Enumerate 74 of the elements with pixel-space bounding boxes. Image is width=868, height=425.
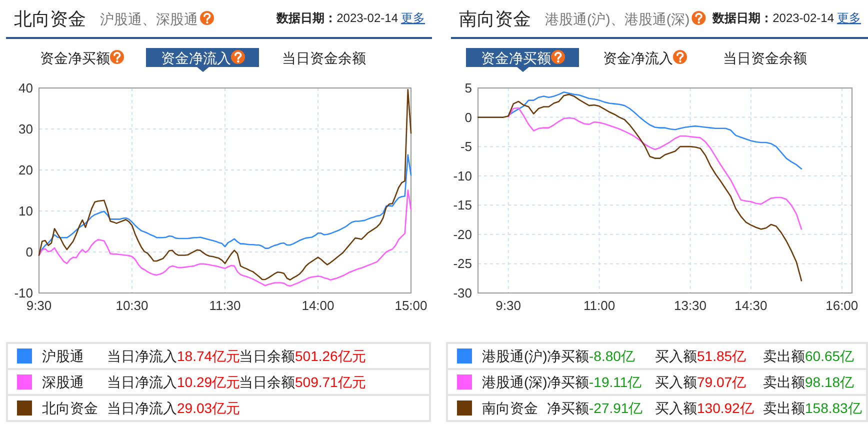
x-tick-label: 14:00 <box>302 298 334 313</box>
x-tick-label: 16:00 <box>826 298 858 313</box>
text: 数据日期： <box>712 11 773 25</box>
text: 509.71亿元 <box>295 374 366 390</box>
x-tick-label: 11:30 <box>209 298 241 313</box>
chart-subtitle: 沪股通、深股通 <box>100 11 198 27</box>
y-tick-label: 10 <box>18 204 33 218</box>
text: 98.18亿 <box>805 374 854 390</box>
x-tick-label: 9:30 <box>496 298 521 313</box>
y-tick-label: 30 <box>18 122 33 136</box>
text: 买入额 <box>655 374 697 390</box>
text: 51.85亿 <box>697 348 746 364</box>
y-tick-label: -15 <box>453 198 472 213</box>
text: 数据日期： <box>276 11 337 25</box>
text: 当日余额 <box>239 348 295 364</box>
text: 更多 <box>401 11 425 25</box>
text: 2023-02-14 <box>772 11 834 25</box>
text: 18.74亿元 <box>177 348 240 364</box>
y-tick-label: -10 <box>14 286 33 300</box>
text: 当日净流入 <box>107 348 177 364</box>
text: -27.91亿 <box>589 400 643 416</box>
chart-subtitle: 港股通(沪)、港股通(深) <box>545 11 690 27</box>
text: 净买额 <box>547 348 589 364</box>
x-tick-label: 11:00 <box>584 298 616 313</box>
text: 当日资金余额 <box>723 50 807 66</box>
legend-label: 北向资金 <box>42 400 98 416</box>
text: 29.03亿元 <box>177 400 240 416</box>
text: 卖出额 <box>763 374 805 390</box>
text: 2023-02-14 <box>336 11 398 25</box>
y-tick-label: 0 <box>464 110 472 125</box>
chart-title: 南向资金 <box>459 9 531 29</box>
text: 资金净买额 <box>481 50 551 66</box>
y-tick-label: -30 <box>453 286 472 300</box>
y-tick-label: 20 <box>18 162 33 178</box>
text: 当日净流入 <box>107 400 177 416</box>
text: 买入额 <box>655 400 697 416</box>
text: 净买额 <box>547 400 589 416</box>
x-tick-label: 10:30 <box>116 298 148 313</box>
text: 资金净买额 <box>40 50 110 66</box>
x-tick-label: 14:30 <box>734 298 768 313</box>
text: 卖出额 <box>763 400 805 416</box>
text: 10.29亿元 <box>177 374 240 390</box>
y-tick-label: -10 <box>453 168 472 184</box>
y-tick-label: 0 <box>26 244 33 260</box>
text: 当日余额 <box>239 374 295 390</box>
x-tick-label: 15:00 <box>394 298 428 313</box>
text: 79.07亿 <box>697 374 746 390</box>
y-tick-label: 40 <box>18 80 33 96</box>
legend-label: 沪股通 <box>42 348 84 364</box>
text: 501.26亿元 <box>295 348 366 364</box>
text: 当日资金余额 <box>282 50 366 66</box>
text: -19.11亿 <box>589 374 642 390</box>
legend-label: 南向资金 <box>482 400 538 416</box>
text: 60.65亿 <box>805 348 854 364</box>
text: 卖出额 <box>763 348 805 364</box>
y-tick-label: 5 <box>464 80 472 96</box>
x-tick-label: 9:30 <box>26 298 52 313</box>
y-tick-label: -20 <box>453 226 472 242</box>
y-tick-label: -5 <box>460 139 472 154</box>
text: 158.83亿 <box>805 400 862 416</box>
legend-label: 港股通(沪) <box>482 348 548 364</box>
text: 更多 <box>837 11 861 25</box>
x-tick-label: 13:30 <box>674 298 707 313</box>
text: 当日净流入 <box>107 374 177 390</box>
y-tick-label: -25 <box>453 256 472 272</box>
text: 资金净流入 <box>161 50 231 66</box>
text: 130.92亿 <box>697 400 754 416</box>
text: 买入额 <box>655 348 697 364</box>
text: 净买额 <box>547 374 589 390</box>
text: 资金净流入 <box>603 50 673 66</box>
legend-label: 深股通 <box>42 374 84 390</box>
chart-title: 北向资金 <box>14 9 86 29</box>
legend-label: 港股通(深) <box>482 374 548 390</box>
text: -8.80亿 <box>589 348 635 364</box>
